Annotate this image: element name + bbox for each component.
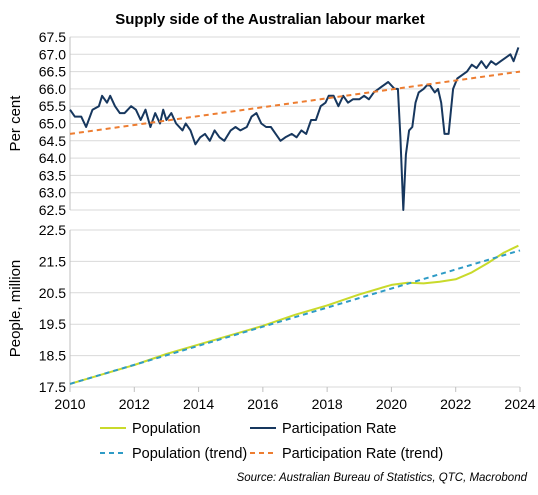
x-tick-label: 2012 <box>119 396 150 412</box>
panel-2: 17.5 18.5 19.5 20.5 21.5 22.5 People, million <box>7 222 521 395</box>
y-tick-label: 64.0 <box>39 150 66 166</box>
legend-label: Participation Rate <box>282 421 396 437</box>
y-tick-label: 64.5 <box>39 133 66 149</box>
legend-item-population-trend: Population (trend) <box>100 446 247 462</box>
series-population <box>69 244 519 385</box>
x-tick-label: 2018 <box>312 396 343 412</box>
x-tick-label: 2022 <box>440 396 471 412</box>
chart-panels: 62.563.0 63.564.064.565.0 65.566.066.5 67.0… <box>7 29 536 412</box>
y-tick-label: 63.5 <box>39 167 66 183</box>
y-tick-label: 18.5 <box>39 348 66 364</box>
y-tick-label: 67.0 <box>39 46 66 62</box>
x-tick-label: 2020 <box>376 396 407 412</box>
y-tick-label: 17.5 <box>39 379 66 395</box>
y-tick-label: 65.5 <box>39 98 66 114</box>
y-axis-title: People, million <box>7 260 24 358</box>
legend-item-population: Population <box>100 421 201 437</box>
legend-item-participation-rate: Participation Rate <box>250 421 396 437</box>
y-tick-label: 62.5 <box>39 202 66 218</box>
y-tick-label: 66.0 <box>39 81 66 97</box>
x-tick-label: 2010 <box>54 396 85 412</box>
y-tick-label: 22.5 <box>39 222 66 238</box>
source-note: Source: Australian Bureau of Statistics,… <box>237 472 528 484</box>
legend-item-participation-rate-trend: Participation Rate (trend) <box>250 446 443 462</box>
series-participation-rate <box>69 47 520 211</box>
x-tick-label: 2014 <box>183 396 214 412</box>
legend: Population Participation Rate Population (… <box>100 421 443 462</box>
y-tick-label: 66.5 <box>39 64 66 80</box>
y-tick-label: 21.5 <box>39 253 66 269</box>
y-tick-label: 67.5 <box>39 29 66 45</box>
y-tick-label: 65.0 <box>39 116 66 132</box>
panel-1: 62.563.0 63.564.064.565.0 65.566.066.5 67.0… <box>7 29 521 218</box>
y-tick-label: 63.0 <box>39 185 66 201</box>
y-tick-label: 20.5 <box>39 285 66 301</box>
series-population-trend <box>69 249 521 385</box>
x-axis: 2010 2012 2014 2016 2018 2020 2022 2024 <box>54 387 536 412</box>
series-participation-rate-trend <box>69 70 521 135</box>
chart-title: Supply side of the Australian labour mar… <box>115 11 425 28</box>
x-tick-label: 2016 <box>247 396 278 412</box>
legend-label: Population <box>132 421 201 437</box>
y-tick-label: 19.5 <box>39 316 66 332</box>
legend-label: Participation Rate (trend) <box>282 446 443 462</box>
y-axis-title: Per cent <box>7 95 24 152</box>
legend-label: Population (trend) <box>132 446 247 462</box>
x-tick-label: 2024 <box>504 396 535 412</box>
